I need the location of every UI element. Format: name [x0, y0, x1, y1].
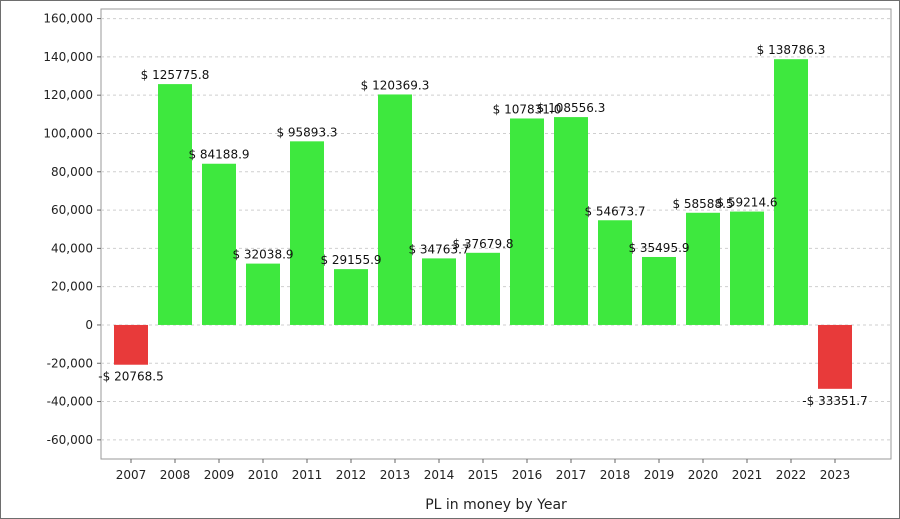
y-tick-label: -60,000 — [47, 433, 93, 447]
x-tick-label: 2021 — [732, 468, 763, 482]
x-tick-label: 2009 — [204, 468, 235, 482]
data-label-2022: $ 138786.3 — [757, 43, 826, 57]
data-label-2021: $ 59214.6 — [716, 196, 777, 210]
data-label-2008: $ 125775.8 — [141, 68, 210, 82]
data-label-2007: -$ 20768.5 — [98, 370, 163, 384]
data-label-2017: $ 108556.3 — [537, 101, 606, 115]
bar-2009 — [202, 163, 236, 325]
y-tick-label: -40,000 — [47, 395, 93, 409]
x-tick-label: 2013 — [380, 468, 411, 482]
x-tick-label: 2010 — [248, 468, 279, 482]
data-label-2012: $ 29155.9 — [320, 253, 381, 267]
data-label-2016: $ 107831.0 — [493, 102, 562, 116]
data-label-2023: -$ 33351.7 — [802, 394, 867, 408]
y-tick-label: 80,000 — [51, 165, 93, 179]
x-tick-label: 2017 — [556, 468, 587, 482]
data-label-2014: $ 34763.7 — [408, 242, 469, 256]
data-label-2018: $ 54673.7 — [584, 204, 645, 218]
bar-2023 — [818, 324, 852, 389]
bars — [114, 59, 852, 389]
y-tick-label: 160,000 — [43, 12, 93, 26]
y-tick-label: -20,000 — [47, 356, 93, 370]
x-tick-label: 2023 — [820, 468, 851, 482]
y-axis: -60,000 -40,000 -20,000 0 20,000 40,000 60,000… — [43, 12, 101, 447]
bar-2010 — [246, 263, 280, 325]
x-tick-label: 2016 — [512, 468, 543, 482]
bar-2020 — [686, 212, 720, 325]
data-label-2013: $ 120369.3 — [361, 78, 430, 92]
bar-2013 — [378, 94, 412, 325]
x-tick-label: 2008 — [160, 468, 191, 482]
data-label-2011: $ 95893.3 — [276, 125, 337, 139]
bar-2017 — [554, 117, 588, 325]
bar-2014 — [422, 258, 456, 325]
y-tick-label: 0 — [85, 318, 93, 332]
bar-2012 — [334, 269, 368, 325]
bar-2016 — [510, 118, 544, 325]
y-tick-label: 60,000 — [51, 203, 93, 217]
data-label-2015: $ 37679.8 — [452, 237, 513, 251]
x-axis: 2007 2008 2009 2010 2011 2012 2013 2014 2015 2016… — [116, 459, 851, 482]
bar-2011 — [290, 141, 324, 325]
bar-2007 — [114, 324, 148, 365]
x-tick-label: 2007 — [116, 468, 147, 482]
data-label-2019: $ 35495.9 — [628, 241, 689, 255]
x-tick-label: 2015 — [468, 468, 499, 482]
y-tick-label: 120,000 — [43, 88, 93, 102]
bar-2019 — [642, 256, 676, 325]
data-label-2010: $ 32038.9 — [232, 248, 293, 262]
x-tick-label: 2014 — [424, 468, 455, 482]
x-tick-label: 2022 — [776, 468, 807, 482]
bar-2015 — [466, 252, 500, 325]
data-label-2009: $ 84188.9 — [188, 148, 249, 162]
x-tick-label: 2011 — [292, 468, 323, 482]
bar-2008 — [158, 84, 192, 325]
y-tick-label: 40,000 — [51, 241, 93, 255]
x-axis-title: PL in money by Year — [425, 497, 567, 513]
x-tick-label: 2020 — [688, 468, 719, 482]
y-tick-label: 20,000 — [51, 280, 93, 294]
data-labels: -$ 20768.5 $ 125775.8 $ 84188.9 $ 32038.9 $ … — [98, 43, 867, 408]
y-tick-label: 140,000 — [43, 50, 93, 64]
x-tick-label: 2012 — [336, 468, 367, 482]
y-tick-label: 100,000 — [43, 126, 93, 140]
bar-2021 — [730, 211, 764, 325]
x-tick-label: 2019 — [644, 468, 675, 482]
x-tick-label: 2018 — [600, 468, 631, 482]
data-label-2020: $ 58588.5 — [672, 197, 733, 211]
bar-2022 — [774, 59, 808, 325]
bar-2018 — [598, 220, 632, 325]
